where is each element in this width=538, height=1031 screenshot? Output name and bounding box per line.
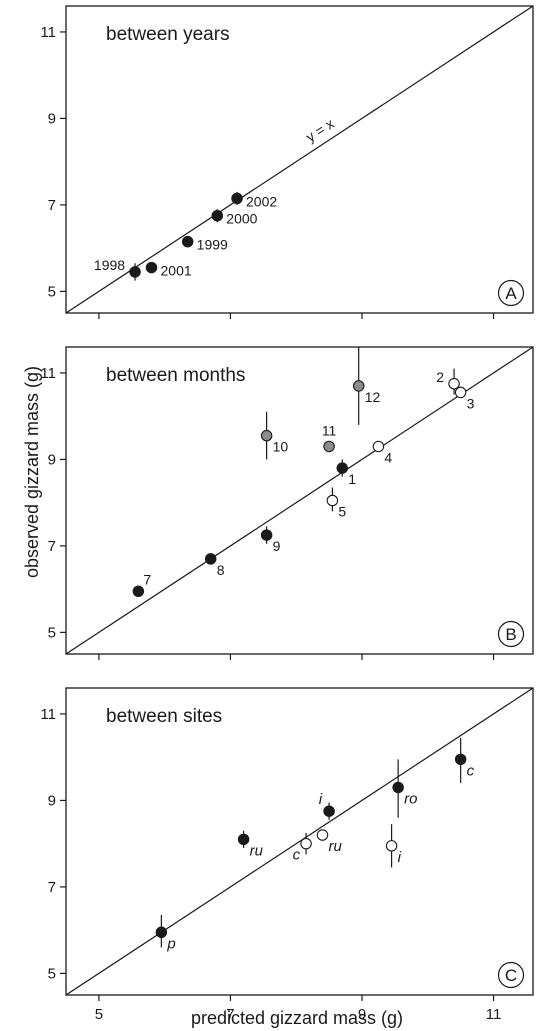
data-point (231, 192, 243, 205)
point-label: 8 (217, 562, 225, 578)
data-point (316, 829, 329, 841)
reference-line-label: y = x (303, 115, 337, 145)
y-tick-label: 9 (48, 110, 56, 127)
plot-frame (65, 687, 534, 996)
point-label: 12 (365, 389, 381, 405)
y-axis-label: observed gizzard mass (g) (22, 366, 42, 578)
data-point (336, 462, 349, 474)
x-axis-label: predicted gizzard mass (g) (191, 1008, 403, 1028)
reference-line-y-equals-x (66, 6, 533, 313)
point-label: c (467, 762, 475, 779)
data-point (326, 494, 339, 507)
x-tick-label: 11 (486, 1006, 502, 1023)
point-label: 2001 (161, 263, 192, 279)
panel-title: between years (106, 24, 230, 45)
point-label: 1999 (197, 237, 228, 253)
data-point (211, 209, 224, 222)
point-label: ru (329, 838, 343, 855)
plot-frame (65, 346, 534, 655)
data-point (385, 840, 398, 852)
point-label: 1 (348, 471, 356, 487)
y-tick-label: 5 (48, 283, 56, 300)
point-label: 11 (322, 422, 337, 438)
point-label: 9 (273, 538, 281, 554)
data-point (323, 440, 335, 453)
y-tick-label: 5 (48, 965, 56, 982)
point-label: 4 (384, 449, 392, 465)
panel-b: 5 7 9 11 between months B 7 8 9 10 11 12 1 5 4 2 3 (40, 346, 534, 660)
point-label: 10 (273, 439, 289, 455)
point-label: ro (404, 790, 417, 807)
point-label: 1998 (94, 257, 125, 273)
panel-a: 5 7 9 11 between years Ay = x 1998 2001 1999 2000… (40, 5, 534, 319)
point-label: 2 (436, 369, 444, 385)
point-label: i (319, 791, 323, 808)
reference-line-y-equals-x (66, 347, 533, 654)
plot-frame (65, 5, 534, 314)
data-point (372, 440, 385, 453)
panel-letter-circle (497, 620, 525, 648)
point-label: ru (250, 842, 264, 859)
data-point (448, 378, 460, 390)
panel-letter-circle (497, 961, 525, 989)
data-point (181, 235, 194, 248)
point-label: 7 (143, 571, 151, 587)
y-tick-label: 7 (48, 197, 56, 214)
data-point (454, 753, 467, 766)
panel-c: 5 5 7 7 9 9 11 11 between sites Cp ru c ru i i ro c (40, 687, 534, 1023)
y-tick-label: 7 (48, 538, 56, 555)
data-point (204, 553, 217, 565)
y-tick-label: 9 (48, 451, 56, 468)
x-tick-label: 5 (95, 1006, 103, 1023)
data-point (132, 585, 145, 598)
panel-letter: A (505, 284, 517, 303)
x-tick-label: 7 (226, 1006, 234, 1023)
data-point (392, 781, 404, 794)
panel-letter-circle (497, 279, 525, 307)
y-tick-label: 11 (40, 706, 56, 723)
point-label: p (166, 935, 175, 952)
data-point (300, 837, 312, 850)
panel-letter: B (505, 625, 516, 644)
data-point (352, 380, 365, 392)
data-point (260, 429, 273, 442)
point-label: 5 (338, 504, 346, 520)
point-label: 2002 (246, 193, 277, 209)
reference-line-y-equals-x (66, 688, 533, 995)
data-point (145, 261, 158, 274)
y-tick-label: 5 (48, 624, 56, 641)
x-tick-label: 9 (358, 1006, 366, 1023)
point-label: 3 (467, 395, 475, 411)
data-point (454, 386, 467, 399)
panel-title: between months (106, 365, 245, 386)
data-point (260, 529, 273, 541)
data-point (155, 926, 168, 939)
y-tick-label: 9 (48, 792, 56, 809)
panel-letter: C (505, 966, 517, 985)
data-point (129, 266, 141, 278)
point-label: c (293, 847, 301, 864)
point-label: i (398, 849, 402, 866)
data-point (323, 805, 335, 817)
y-tick-label: 7 (48, 879, 56, 896)
y-tick-label: 11 (40, 24, 56, 41)
panel-title: between sites (106, 706, 222, 727)
data-point (237, 833, 250, 846)
point-label: 2000 (226, 211, 257, 227)
y-tick-label: 11 (40, 365, 56, 382)
